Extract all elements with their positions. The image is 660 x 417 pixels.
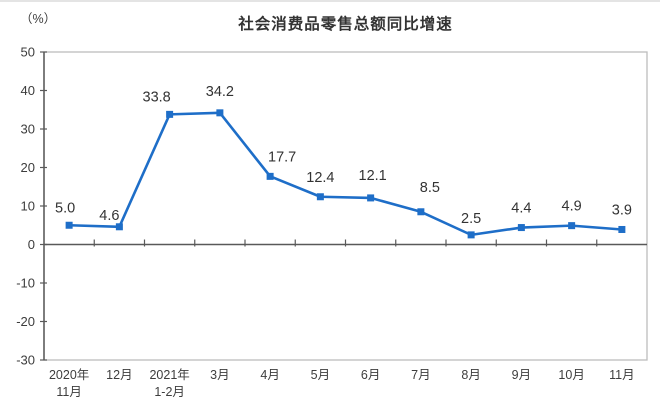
y-tick-label: 50 xyxy=(21,45,35,60)
y-tick-label: -10 xyxy=(16,276,35,291)
data-point-marker xyxy=(467,231,475,239)
data-value-label: 12.4 xyxy=(306,170,334,186)
growth-trend-line xyxy=(67,111,624,237)
data-point-marker xyxy=(568,222,576,230)
data-value-label: 4.4 xyxy=(511,201,531,217)
data-value-label: 3.9 xyxy=(612,202,632,218)
x-category-label: 2021年 1-2月 xyxy=(149,368,189,399)
data-point-marker xyxy=(266,172,274,180)
data-point-marker xyxy=(417,208,425,216)
data-point-marker xyxy=(65,221,73,229)
y-axis-unit-label: （%） xyxy=(20,12,57,26)
x-category-label: 4月 xyxy=(260,368,279,382)
data-value-label: 33.8 xyxy=(143,89,171,105)
data-value-label: 2.5 xyxy=(461,211,481,227)
data-point-marker xyxy=(367,194,375,202)
x-category-label: 7月 xyxy=(411,368,430,382)
data-point-marker xyxy=(618,225,626,233)
data-point-marker xyxy=(115,223,123,231)
chart-title: 社会消费品零售总额同比增速 xyxy=(238,16,453,33)
x-category-label: 3月 xyxy=(210,368,229,382)
data-value-label: 4.9 xyxy=(562,199,582,215)
data-point-marker xyxy=(316,193,324,201)
x-category-label: 11月 xyxy=(609,368,634,382)
data-value-label: 5.0 xyxy=(55,200,75,216)
data-point-marker xyxy=(517,224,525,232)
data-value-label: 17.7 xyxy=(268,149,296,165)
x-category-label: 2020年 11月 xyxy=(49,368,89,399)
data-value-label: 4.6 xyxy=(99,208,119,224)
y-tick-label: 30 xyxy=(21,122,35,137)
y-tick-label: 0 xyxy=(28,237,35,252)
data-point-marker xyxy=(166,110,174,118)
x-category-label: 6月 xyxy=(361,368,380,382)
data-value-label: 34.2 xyxy=(206,84,234,100)
data-point-marker xyxy=(216,109,224,117)
x-category-label: 9月 xyxy=(512,368,531,382)
data-value-label: 12.1 xyxy=(359,168,387,184)
x-category-label: 8月 xyxy=(461,368,480,382)
x-category-label: 10月 xyxy=(558,368,584,382)
x-category-label: 5月 xyxy=(311,368,330,382)
y-tick-label: -30 xyxy=(16,353,35,368)
y-tick-label: 10 xyxy=(21,199,35,214)
y-tick-label: 40 xyxy=(21,83,35,98)
plot-frame xyxy=(43,51,648,361)
x-category-label: 12月 xyxy=(106,368,132,382)
data-value-label: 8.5 xyxy=(420,180,440,196)
y-tick-label: -20 xyxy=(16,314,35,329)
page-top-border xyxy=(0,0,660,2)
y-tick-label: 20 xyxy=(21,160,35,175)
